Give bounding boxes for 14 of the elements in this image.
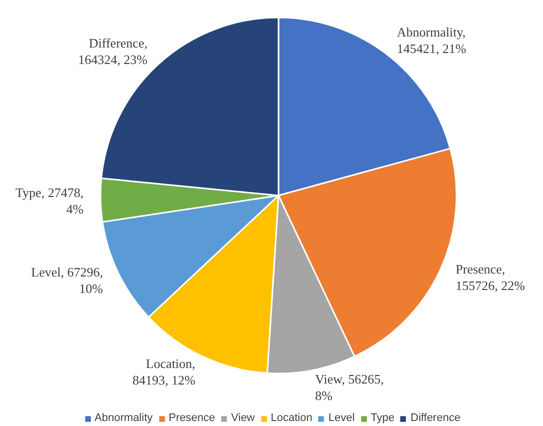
legend-label: Presence bbox=[168, 412, 216, 424]
legend-label: Abnormality bbox=[94, 412, 153, 424]
legend-label: Type bbox=[370, 412, 395, 424]
data-label: Presence, 155726, 22% bbox=[456, 261, 526, 293]
data-label: Location, 84193, 12% bbox=[132, 356, 196, 388]
data-label: Difference, 164324, 23% bbox=[78, 35, 148, 67]
legend-label: Level bbox=[328, 412, 355, 424]
data-label: Level, 67296, 10% bbox=[31, 264, 104, 296]
data-label: Type, 27478, 4% bbox=[16, 184, 84, 216]
legend-label: Location bbox=[270, 412, 312, 424]
legend-label: View bbox=[231, 412, 255, 424]
legend-label: Difference bbox=[410, 412, 460, 424]
data-label: View, 56265, 8% bbox=[315, 371, 384, 403]
data-label: Abnormality, 145421, 21% bbox=[396, 24, 466, 56]
